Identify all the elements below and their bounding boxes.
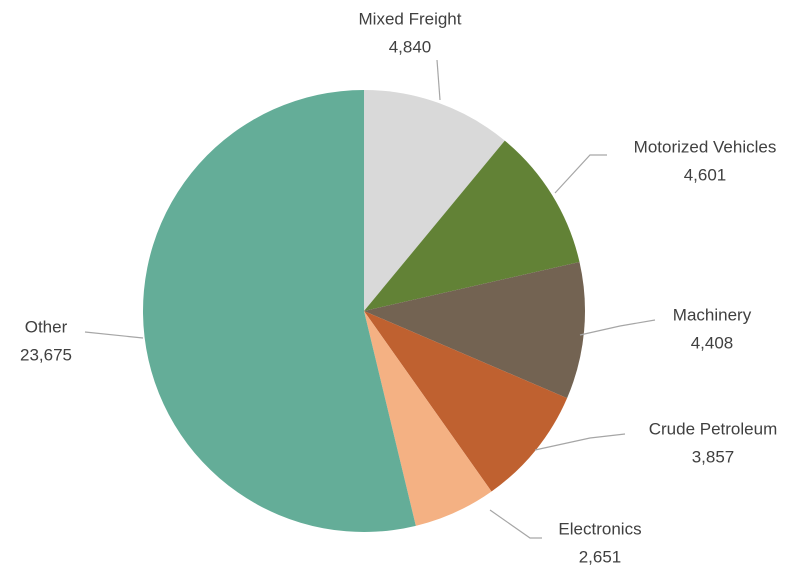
slice-value: 2,651: [579, 547, 622, 566]
leader-line: [554, 154, 607, 194]
slice-label: Motorized Vehicles: [634, 137, 777, 156]
pie-slice: [142, 90, 416, 532]
slice-label: Other: [25, 317, 68, 336]
leader-line: [436, 59, 441, 101]
slice-value: 4,840: [389, 37, 432, 56]
leader-line: [489, 509, 542, 539]
leader-line: [534, 433, 626, 451]
slice-value: 23,675: [20, 345, 72, 364]
slice-value: 4,408: [691, 333, 734, 352]
pie-slice: [364, 90, 505, 311]
pie-slice: [364, 140, 580, 311]
slice-value: 3,857: [692, 447, 735, 466]
pie-slice: [364, 311, 492, 526]
leader-line: [84, 331, 144, 339]
leader-line: [579, 319, 656, 336]
slice-label: Machinery: [673, 305, 752, 324]
slice-label: Mixed Freight: [359, 9, 462, 28]
slice-value: 4,601: [684, 165, 727, 184]
slice-label: Crude Petroleum: [649, 419, 778, 438]
pie-slice: [364, 311, 568, 492]
slice-label: Electronics: [558, 519, 641, 538]
pie-slice: [364, 261, 586, 399]
